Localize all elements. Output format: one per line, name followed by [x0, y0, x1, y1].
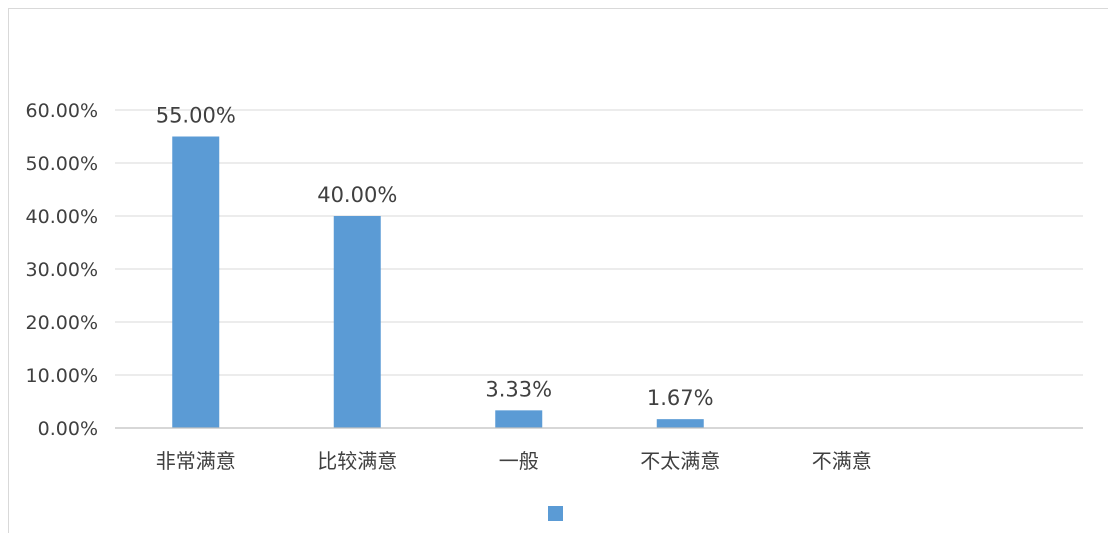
data-labels: 55.00% 40.00% 3.33% 1.67% — [156, 104, 714, 411]
y-tick-label: 20.00% — [26, 312, 98, 334]
x-tick-label: 比较满意 — [317, 449, 397, 473]
y-tick-label: 50.00% — [26, 153, 98, 175]
gridlines — [115, 109, 1083, 376]
bar — [172, 136, 220, 428]
y-tick-label: 60.00% — [26, 100, 98, 122]
y-axis: 0.00% 10.00% 20.00% 30.00% 40.00% 50.00% 60.00… — [26, 100, 98, 440]
y-tick-label: 0.00% — [38, 418, 98, 440]
data-label: 40.00% — [317, 183, 397, 207]
x-tick-label: 不满意 — [812, 449, 872, 473]
x-tick-label: 非常满意 — [156, 449, 236, 473]
data-label: 55.00% — [156, 104, 236, 128]
y-tick-label: 40.00% — [26, 206, 98, 228]
bar-series — [172, 136, 704, 428]
x-tick-label: 一般 — [499, 449, 539, 473]
y-tick-label: 10.00% — [26, 365, 98, 387]
bar — [333, 216, 381, 428]
y-tick-label: 30.00% — [26, 259, 98, 281]
x-tick-label: 不太满意 — [640, 449, 720, 473]
bar — [495, 410, 543, 428]
legend-swatch — [548, 506, 563, 521]
data-label: 1.67% — [647, 386, 714, 410]
x-axis: 非常满意 比较满意 一般 不太满意 不满意 — [115, 427, 1083, 473]
data-label: 3.33% — [485, 377, 552, 401]
bar — [656, 419, 704, 428]
legend — [548, 506, 563, 521]
